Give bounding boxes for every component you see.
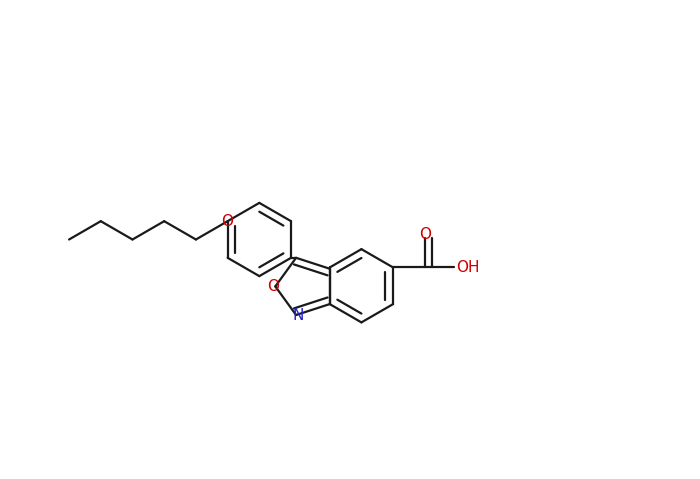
- Text: O: O: [222, 214, 234, 228]
- Text: OH: OH: [456, 260, 480, 275]
- Text: O: O: [419, 227, 430, 242]
- Text: O: O: [267, 279, 279, 294]
- Text: N: N: [293, 308, 304, 322]
